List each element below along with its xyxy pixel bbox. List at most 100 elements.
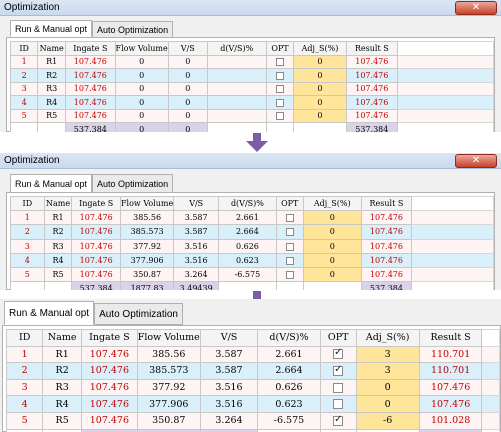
checkbox-icon[interactable] (333, 399, 344, 410)
opt-cell[interactable] (265, 108, 295, 123)
column-header[interactable]: Result S (418, 329, 483, 347)
table-row[interactable]: 1 R1 107.476 0 0 0 107.476 (9, 54, 495, 69)
column-header[interactable]: Adj_S(%) (302, 195, 362, 212)
checkbox-icon[interactable] (275, 98, 284, 107)
column-header[interactable]: Name (43, 195, 73, 212)
adj-s-cell[interactable]: 0 (302, 224, 362, 240)
adj-s-cell[interactable]: -6 (355, 411, 420, 430)
column-header[interactable]: V/S (167, 41, 208, 56)
adj-s-cell[interactable]: 0 (355, 378, 420, 397)
checkbox-icon[interactable] (333, 347, 344, 360)
table-row[interactable]: 3 R3 107.476 377.92 3.516 0.626 0 107.476 (10, 238, 494, 254)
table-row[interactable]: 5 R5 107.476 0 0 0 107.476 (9, 108, 495, 123)
table-row[interactable]: 1 R1 107.476 385.56 3.587 2.661 0 107.476 (10, 210, 494, 226)
opt-cell[interactable] (275, 238, 304, 254)
column-header[interactable]: Adj_S(%) (293, 41, 347, 56)
checkbox-icon[interactable] (333, 414, 344, 426)
checkbox-icon[interactable] (285, 242, 294, 251)
checkbox-icon[interactable] (275, 85, 284, 94)
column-header[interactable]: Flow Volume (114, 41, 169, 56)
table-row[interactable]: 2 R2 107.476 385.573 3.587 2.664 0 107.476 (10, 224, 494, 240)
adj-s-cell[interactable]: 0 (302, 210, 362, 226)
adj-s-cell[interactable]: 0 (302, 252, 362, 268)
table-row[interactable]: 4 R4 107.476 0 0 0 107.476 (9, 95, 495, 110)
opt-cell[interactable] (275, 252, 304, 268)
column-header[interactable]: Name (37, 41, 67, 56)
column-header[interactable]: Name (42, 329, 82, 347)
opt-cell[interactable] (275, 266, 304, 283)
table-row[interactable]: 3 R3 107.476 0 0 0 107.476 (9, 81, 495, 96)
dvs-cell (206, 95, 267, 110)
opt-cell[interactable] (275, 210, 304, 226)
opt-cell[interactable] (265, 95, 295, 110)
adj-s-cell[interactable]: 0 (293, 54, 347, 69)
adj-s-cell[interactable]: 3 (355, 345, 420, 364)
column-header[interactable]: OPT (319, 329, 357, 347)
checkbox-icon[interactable] (275, 58, 284, 67)
column-header[interactable]: Flow Volume (119, 195, 175, 212)
checkbox-icon[interactable] (285, 228, 294, 237)
adj-s-cell[interactable]: 0 (293, 68, 347, 83)
tab-run-manual-opt[interactable]: Run & Manual opt (10, 20, 93, 37)
table-row[interactable]: 3 R3 107.476 377.92 3.516 0.626 0 107.476 (5, 378, 500, 397)
adj-s-cell[interactable]: 0 (355, 395, 420, 413)
adj-s-cell[interactable]: 0 (293, 81, 347, 96)
column-header[interactable]: Ingate S (80, 329, 138, 347)
name-cell: R2 (42, 362, 82, 380)
tab-auto-optimization[interactable]: Auto Optimization (94, 303, 183, 325)
checkbox-icon[interactable] (285, 256, 294, 265)
id-cell: 2 (5, 362, 44, 380)
column-header[interactable]: OPT (275, 195, 304, 212)
opt-cell[interactable] (319, 411, 357, 430)
checkbox-icon[interactable] (275, 71, 284, 80)
opt-cell[interactable] (265, 68, 295, 83)
column-header[interactable]: Flow Volume (136, 329, 201, 347)
column-header[interactable]: V/S (173, 195, 220, 212)
checkbox-icon[interactable] (333, 382, 344, 393)
opt-cell[interactable] (319, 395, 357, 413)
column-header[interactable]: Ingate S (71, 195, 121, 212)
column-header[interactable]: d(V/S)% (257, 329, 321, 347)
table-row[interactable]: 4 R4 107.476 377.906 3.516 0.623 0 107.476 (5, 395, 500, 413)
checkbox-icon[interactable] (285, 214, 294, 223)
column-header[interactable]: d(V/S)% (218, 195, 277, 212)
close-button[interactable]: ✕ (455, 1, 497, 15)
column-header[interactable]: Result S (345, 41, 398, 56)
checkbox-icon[interactable] (285, 271, 294, 280)
table-row[interactable]: 5 R5 107.476 350.87 3.264 -6.575 0 107.476 (10, 266, 494, 283)
adj-s-cell[interactable]: 0 (302, 266, 362, 283)
opt-cell[interactable] (275, 224, 304, 240)
checkbox-icon[interactable] (275, 112, 284, 121)
adj-s-cell[interactable]: 3 (355, 362, 420, 380)
tab-auto-optimization[interactable]: Auto Optimization (92, 174, 174, 193)
column-header[interactable]: V/S (199, 329, 259, 347)
column-header[interactable]: ID (9, 41, 39, 56)
column-header[interactable]: OPT (265, 41, 295, 56)
column-header[interactable]: d(V/S)% (206, 41, 267, 56)
table-row[interactable]: 4 R4 107.476 377.906 3.516 0.623 0 107.476 (10, 252, 494, 268)
column-header[interactable]: Adj_S(%) (355, 329, 420, 347)
adj-s-cell[interactable]: 0 (293, 108, 347, 123)
column-header[interactable]: Result S (360, 195, 413, 212)
opt-cell[interactable] (319, 378, 357, 397)
dvs-cell: 2.661 (218, 210, 277, 226)
adj-s-cell[interactable]: 0 (302, 238, 362, 254)
opt-cell[interactable] (265, 81, 295, 96)
opt-cell[interactable] (265, 54, 295, 69)
opt-cell[interactable] (319, 362, 357, 380)
close-button[interactable]: ✕ (455, 154, 497, 168)
adj-s-cell[interactable]: 0 (293, 95, 347, 110)
column-header[interactable]: ID (5, 329, 44, 347)
tab-run-manual-opt[interactable]: Run & Manual opt (4, 301, 95, 325)
checkbox-icon[interactable] (333, 364, 344, 376)
tab-auto-optimization[interactable]: Auto Optimization (92, 21, 174, 38)
table-row[interactable]: 2 R2 107.476 0 0 0 107.476 (9, 68, 495, 83)
column-header[interactable]: ID (10, 195, 45, 212)
tab-run-manual-opt[interactable]: Run & Manual opt (10, 174, 93, 193)
flow-volume-cell: 377.92 (136, 378, 201, 397)
column-header[interactable]: Ingate S (65, 41, 116, 56)
opt-cell[interactable] (319, 345, 357, 364)
